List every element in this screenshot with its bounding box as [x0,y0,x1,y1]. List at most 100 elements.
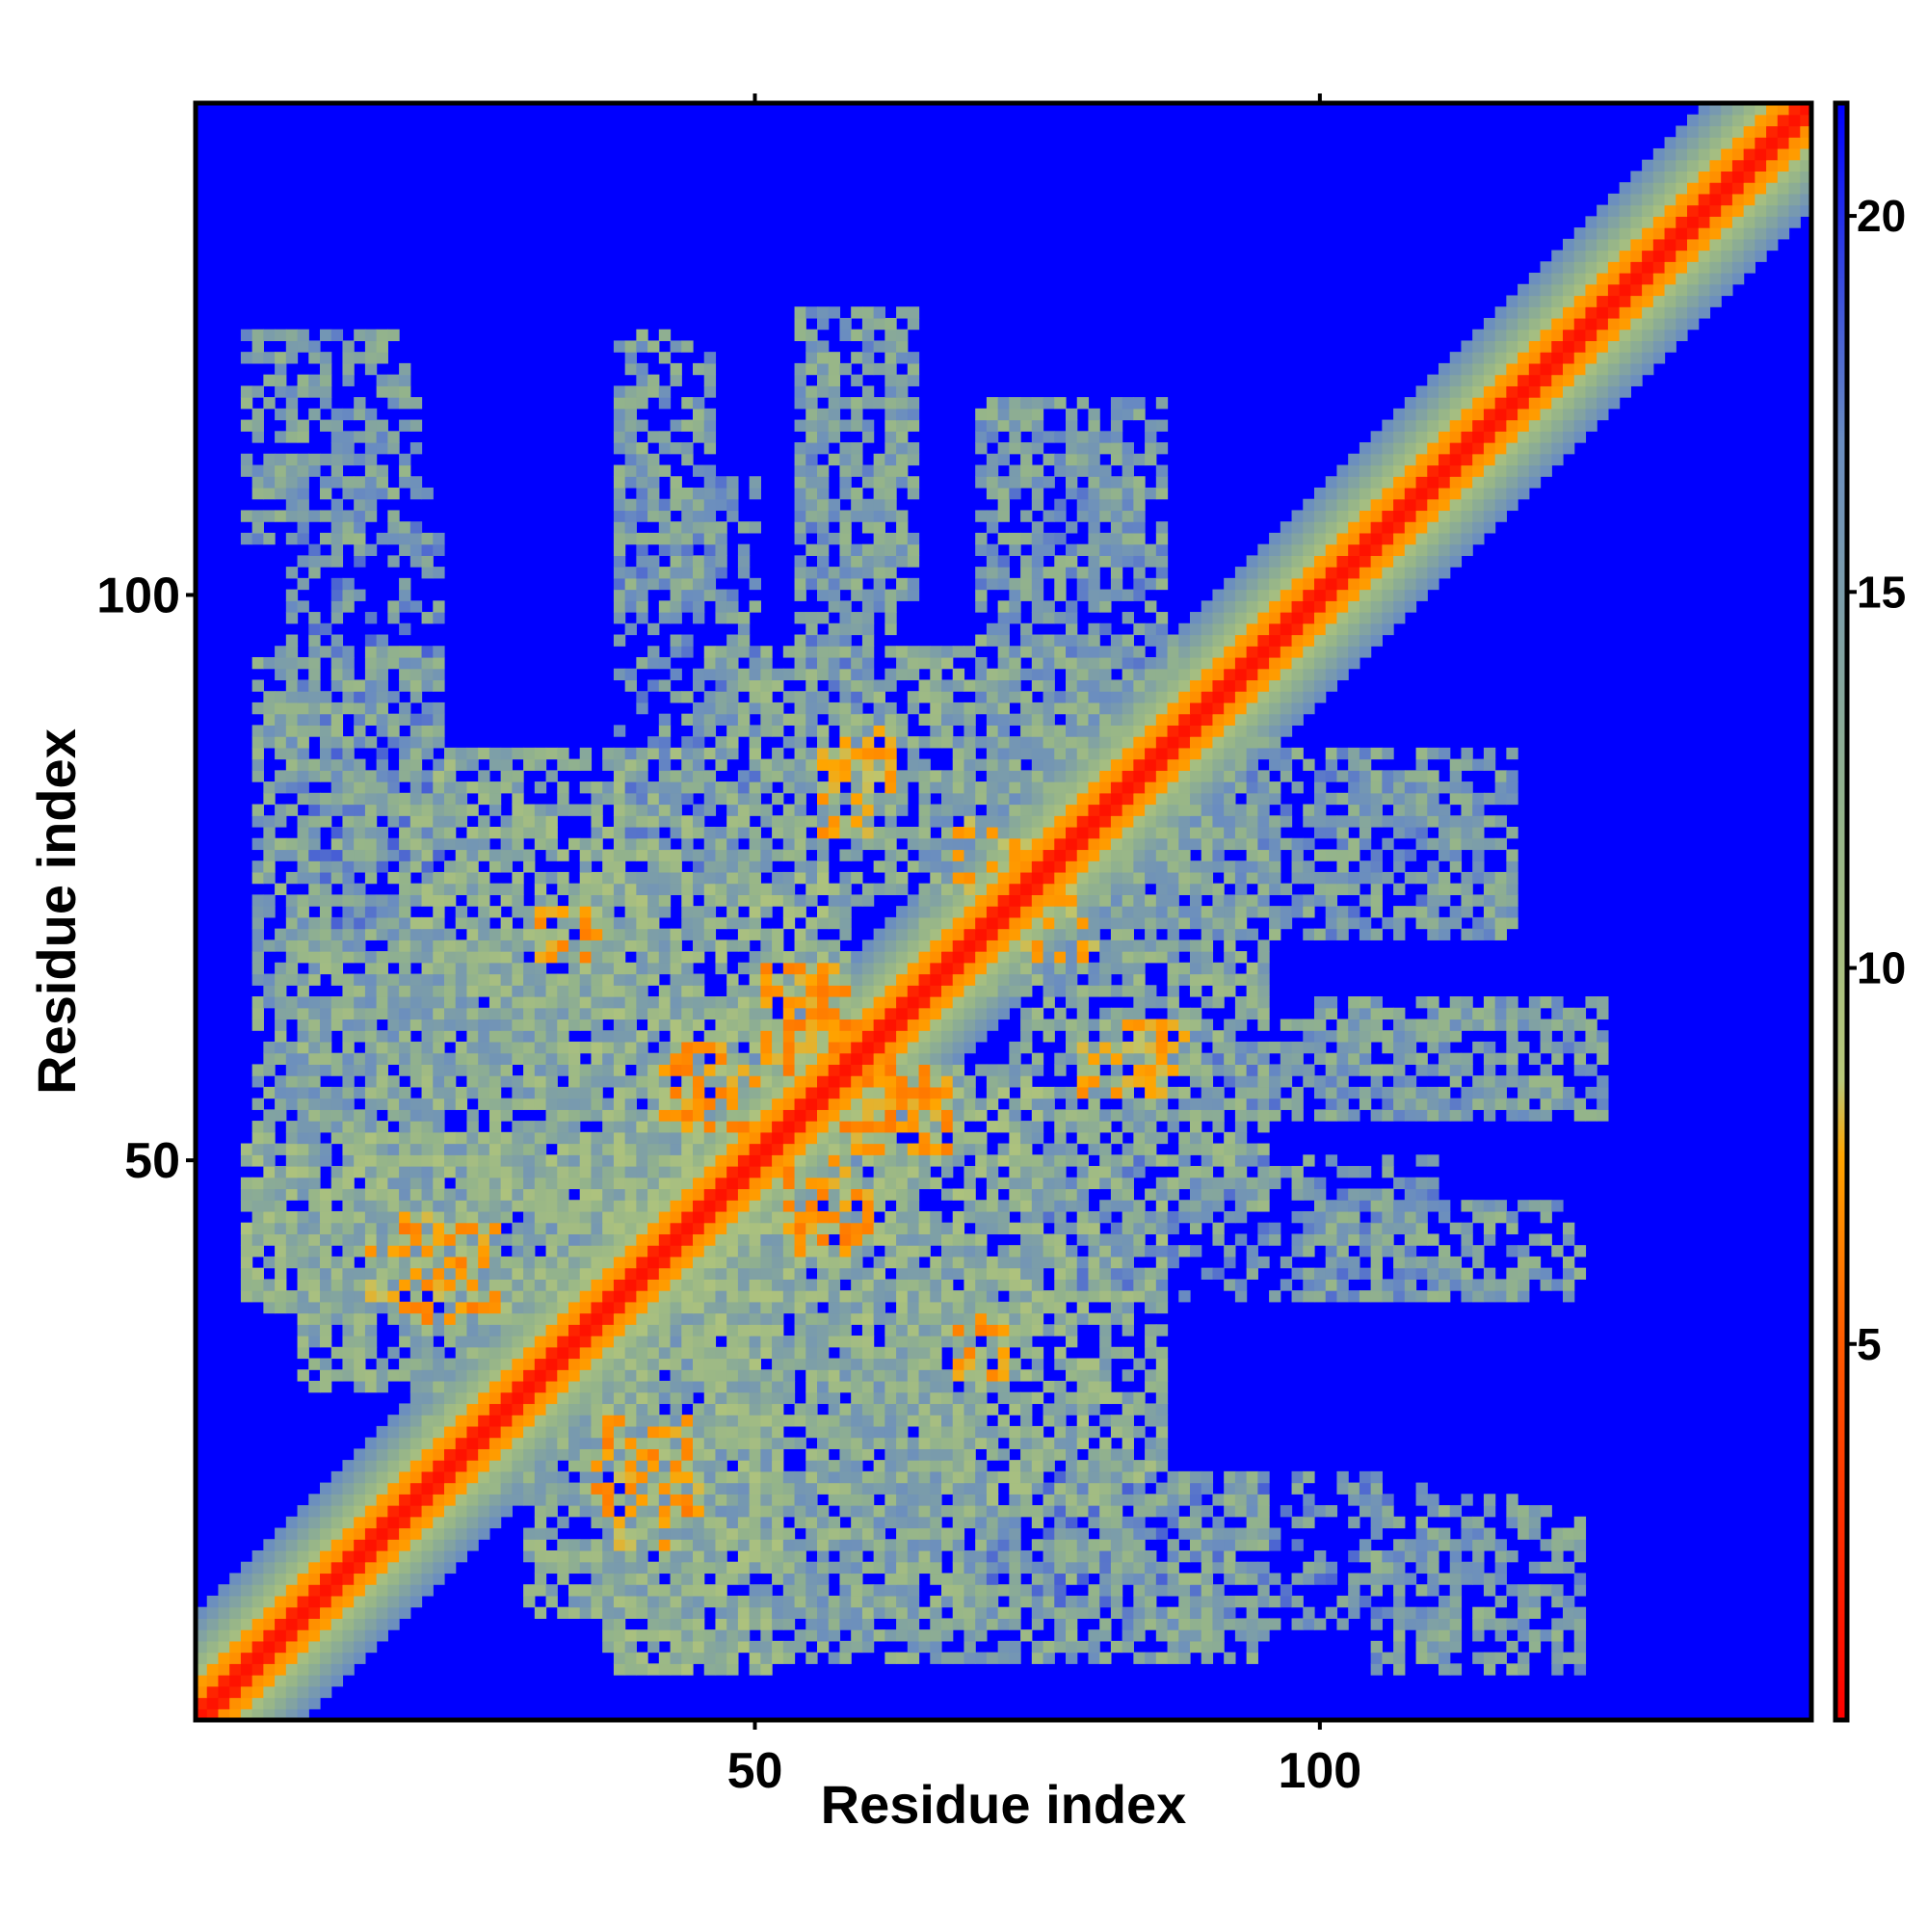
heatmap-cell [693,1256,705,1269]
heatmap-cell [1234,1007,1248,1020]
heatmap-cell [760,1279,773,1291]
heatmap-cell [320,1618,332,1630]
heatmap-cell [861,1177,875,1190]
heatmap-cell [670,1561,682,1575]
heatmap-cell [670,1380,682,1393]
heatmap-cell [896,1618,909,1630]
heatmap-cell [275,1019,287,1031]
heatmap-cell [997,1154,1010,1167]
heatmap-cell [1370,1290,1383,1303]
heatmap-cell [1234,1154,1248,1167]
heatmap-cell [376,1143,388,1155]
heatmap-cell [354,1233,366,1246]
heatmap-cell [658,1391,672,1405]
heatmap-cell [1257,1256,1270,1269]
heatmap-cell [1393,1052,1406,1066]
heatmap-cell [873,1415,885,1427]
heatmap-cell [421,1177,434,1190]
heatmap-cell [839,1188,852,1201]
heatmap-cell [478,1166,490,1178]
heatmap-cell [568,1279,581,1291]
heatmap-cell [636,1369,648,1382]
heatmap-cell [624,1075,637,1088]
heatmap-cell [1066,1460,1078,1472]
heatmap-cell [1257,1618,1270,1630]
heatmap-cell [952,1437,965,1449]
heatmap-cell [568,1505,581,1518]
heatmap-cell [794,1267,806,1280]
heatmap-cell [263,1200,276,1212]
heatmap-cell [342,1494,355,1506]
heatmap-cell [579,1494,593,1506]
heatmap-cell [1314,1086,1327,1099]
heatmap-cell [794,1188,806,1201]
heatmap-cell [1393,1075,1406,1088]
heatmap-cell [488,1109,502,1122]
heatmap-cell [285,1573,299,1585]
heatmap-cell [308,1279,321,1291]
heatmap-cell [1155,1245,1169,1257]
heatmap-cell [1076,1233,1090,1246]
heatmap-cell [693,1188,705,1201]
heatmap-cell [658,1075,672,1088]
heatmap-cell [1573,1606,1587,1619]
heatmap-cell [478,1188,490,1201]
heatmap-cell [1472,1075,1485,1088]
heatmap-cell [1483,1064,1496,1076]
heatmap-cell [930,1098,942,1110]
heatmap-cell [715,1380,727,1393]
heatmap-cell [997,1505,1010,1518]
heatmap-cell [941,1279,954,1291]
heatmap-cell [703,1233,717,1246]
heatmap-cell [930,1154,942,1167]
heatmap-cell [703,1437,717,1449]
heatmap-cell [466,1279,479,1291]
heatmap-cell [500,1358,513,1370]
heatmap-cell [523,1301,536,1314]
heatmap-cell [444,1527,457,1540]
heatmap-cell [805,1256,818,1269]
heatmap-cell [342,1663,355,1676]
heatmap-cell [1099,1154,1112,1167]
heatmap-cell [851,1358,863,1370]
heatmap-cell [568,1256,581,1269]
heatmap-cell [817,1177,830,1190]
heatmap-cell [409,1391,423,1405]
heatmap-cell [1201,1019,1214,1031]
heatmap-cell [1009,1391,1021,1405]
heatmap-cell [703,1064,717,1076]
heatmap-cell [320,1154,332,1167]
heatmap-cell [997,1210,1010,1224]
heatmap-cell [726,1358,739,1370]
heatmap-cell [851,1640,863,1654]
heatmap-cell [1031,1256,1044,1269]
heatmap-cell [387,1030,400,1043]
heatmap-cell [285,1595,299,1608]
heatmap-cell [986,1425,999,1439]
heatmap-cell [488,1505,502,1518]
heatmap-cell [444,1494,457,1506]
heatmap-cell [342,1652,355,1664]
heatmap-cell [851,1086,863,1099]
heatmap-cell [737,1222,751,1235]
heatmap-cell [275,1584,287,1597]
heatmap-cell [986,1336,999,1348]
heatmap-cell [918,1629,931,1642]
heatmap-cell [681,1618,694,1630]
heatmap-cell [1066,1336,1078,1348]
heatmap-cell [1404,1052,1417,1066]
heatmap-cell [1054,1425,1067,1439]
heatmap-cell [749,1200,761,1212]
heatmap-cell [1155,1030,1169,1043]
heatmap-cell [670,1663,682,1676]
heatmap-cell [500,1098,513,1110]
heatmap-cell [952,1460,965,1472]
heatmap-cell [1348,1064,1360,1076]
heatmap-cell [828,1154,841,1167]
heatmap-cell [693,1290,705,1303]
heatmap-cell [749,1098,761,1110]
heatmap-cell [342,1086,355,1099]
heatmap-cell [545,1290,558,1303]
heatmap-cell [772,1573,784,1585]
heatmap-cell [873,1584,885,1597]
